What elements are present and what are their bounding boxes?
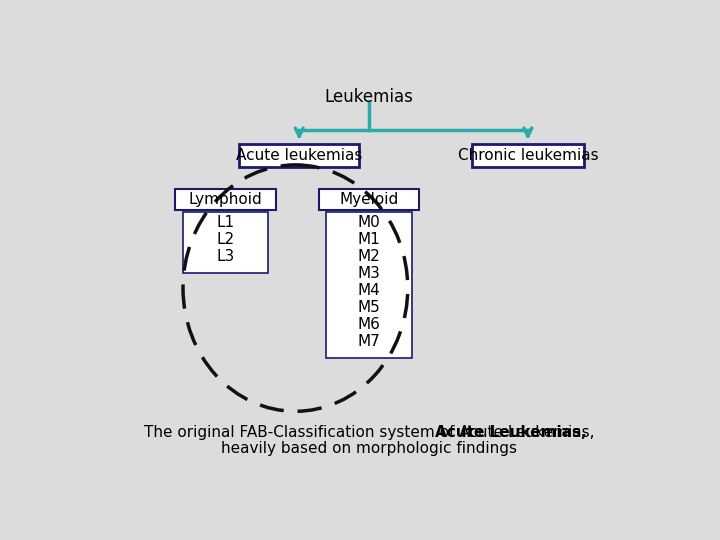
Text: Acute Leukemias,: Acute Leukemias, xyxy=(436,426,587,440)
Text: M4: M4 xyxy=(358,283,380,298)
FancyBboxPatch shape xyxy=(472,144,584,167)
Text: M6: M6 xyxy=(358,317,380,332)
Text: L3: L3 xyxy=(217,249,235,264)
FancyBboxPatch shape xyxy=(319,189,419,211)
Text: Leukemias: Leukemias xyxy=(325,88,413,106)
FancyBboxPatch shape xyxy=(175,189,276,211)
Text: M2: M2 xyxy=(358,249,380,264)
FancyBboxPatch shape xyxy=(183,212,269,273)
FancyBboxPatch shape xyxy=(239,144,359,167)
Text: Lymphoid: Lymphoid xyxy=(189,192,263,207)
Text: heavily based on morphologic findings: heavily based on morphologic findings xyxy=(221,441,517,456)
Text: M3: M3 xyxy=(358,266,380,281)
Text: L2: L2 xyxy=(217,232,235,247)
Text: Myeloid: Myeloid xyxy=(339,192,399,207)
FancyBboxPatch shape xyxy=(326,212,412,358)
Text: M1: M1 xyxy=(358,232,380,247)
Text: The original FAB-Classification system of Acute Leukemias,: The original FAB-Classification system o… xyxy=(144,426,594,440)
Text: M5: M5 xyxy=(358,300,380,315)
Text: M0: M0 xyxy=(358,215,380,230)
Text: M7: M7 xyxy=(358,334,380,349)
Text: L1: L1 xyxy=(217,215,235,230)
Text: Chronic leukemias: Chronic leukemias xyxy=(458,148,598,163)
Text: Acute leukemias: Acute leukemias xyxy=(236,148,362,163)
